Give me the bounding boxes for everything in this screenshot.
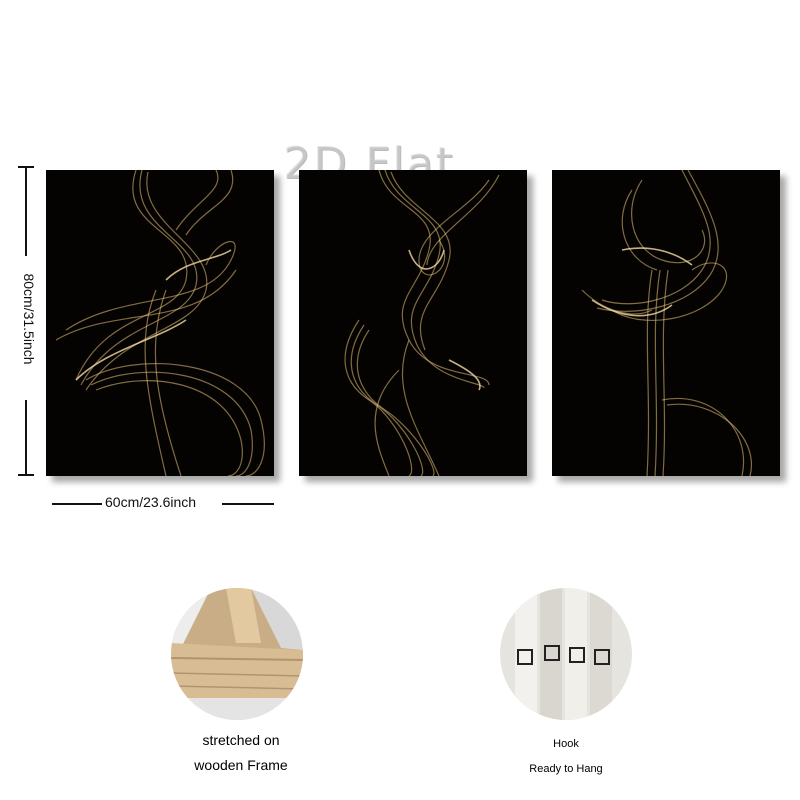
wooden-frame-photo [171,588,303,720]
smoke-artwork-middle [344,170,500,476]
frame-caption-line2: wooden Frame [194,757,288,773]
hook-caption-line2: Ready to Hang [529,763,603,775]
hook-caption-line1: Hook [553,738,579,750]
canvas-panel-right [552,170,780,476]
width-dimension-line-left [52,503,102,505]
height-dimension-label: 80cm/31.5inch [21,273,37,365]
canvas-panel-middle [299,170,527,476]
canvas-panel-left [46,170,274,476]
smoke-artwork-right [581,170,752,476]
height-dimension-line-top [25,166,27,256]
height-dimension-line-bottom [25,400,27,476]
width-dimension-label: 60cm/23.6inch [105,494,197,510]
frame-caption-line1: stretched on [202,732,280,748]
hook-photo [500,588,632,720]
height-dimension-tick-top [18,166,34,168]
height-dimension-tick-bottom [18,474,34,476]
width-dimension-line-right [222,503,274,505]
smoke-artwork-left [55,170,265,476]
